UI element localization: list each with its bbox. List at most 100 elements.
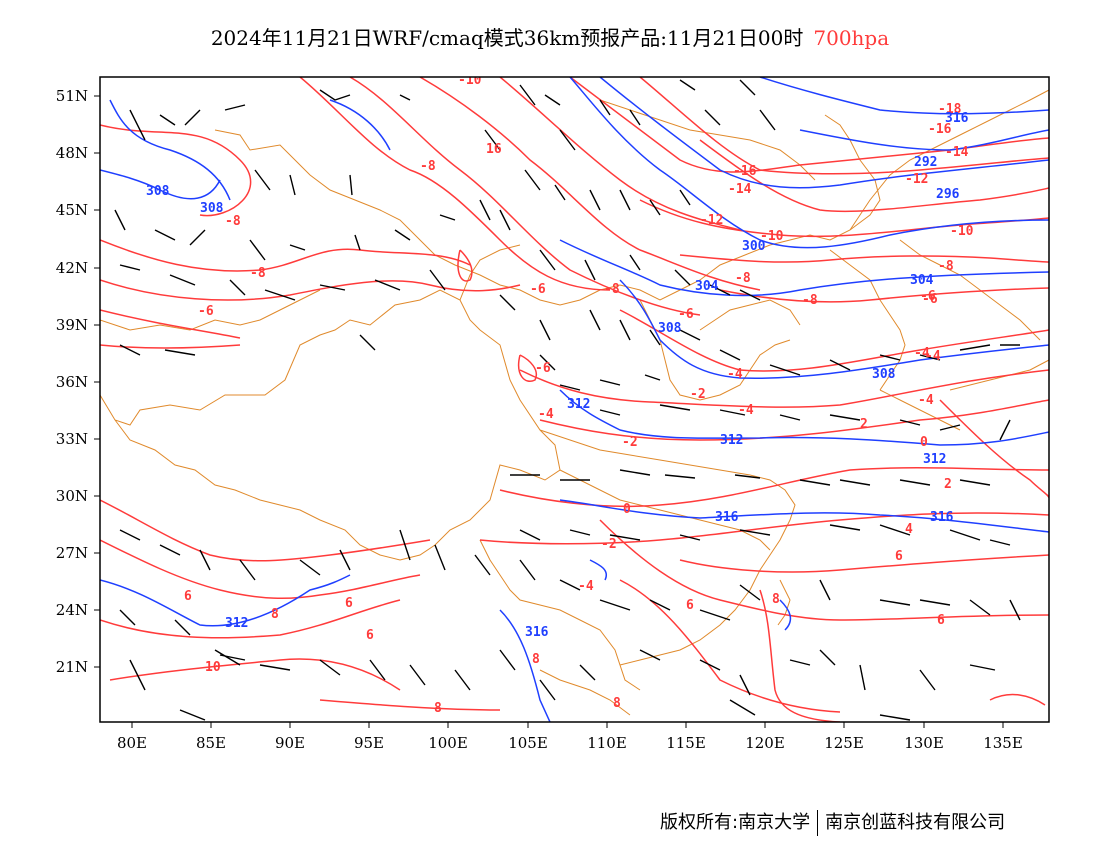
lat-label: 51N: [56, 87, 88, 105]
country-borders: [100, 89, 1049, 716]
lon-label: 85E: [196, 734, 226, 752]
lat-label: 21N: [56, 658, 88, 676]
temp-label: -8: [938, 259, 954, 274]
plot-frame: [99, 76, 1050, 723]
temp-label: 0: [623, 502, 631, 517]
temp-label: -8: [250, 266, 266, 281]
lon-label: 125E: [824, 734, 864, 752]
temp-label: -4: [925, 349, 941, 364]
geo-label: 316: [715, 510, 739, 525]
geo-label: 312: [225, 616, 248, 631]
geopotential-labels: 308 308 300 304 308 312 312 316 316 312 …: [146, 111, 969, 640]
temp-label: 8: [772, 592, 780, 607]
temp-label: 6: [686, 598, 694, 613]
geo-label: 292: [914, 155, 937, 170]
temp-label: -8: [735, 271, 751, 286]
temp-label: -16: [928, 122, 952, 137]
geo-label: 312: [720, 433, 743, 448]
lon-label: 110E: [587, 734, 627, 752]
lon-label: 80E: [117, 734, 147, 752]
temp-label: 2: [860, 417, 868, 432]
temp-label: -4: [578, 579, 594, 594]
temperature-labels: -10 -8 -8 -8 -6 -6 -8 -6 -6 -4 -4 -2 0 2…: [184, 73, 974, 716]
temp-label: 6: [366, 628, 374, 643]
temp-label: 0: [920, 435, 928, 450]
geo-label: 308: [146, 184, 170, 199]
geo-label: 316: [525, 625, 549, 640]
temp-label: -4: [727, 367, 743, 382]
temp-label: -2: [601, 537, 617, 552]
temp-label: -10: [950, 224, 974, 239]
temp-label: -6: [678, 307, 694, 322]
geo-label: 312: [567, 397, 590, 412]
temp-label: 2: [944, 477, 952, 492]
lat-label: 45N: [56, 201, 88, 219]
temp-label: 6: [184, 589, 192, 604]
temp-label: -10: [760, 229, 784, 244]
lat-label: 36N: [56, 373, 88, 391]
temp-label: -10: [458, 73, 482, 88]
temp-label: 8: [532, 652, 540, 667]
temp-label: -4: [538, 407, 554, 422]
copyright-footer: 版权所有:南京大学 南京创蓝科技有限公司: [660, 808, 1005, 836]
temp-label: -6: [922, 292, 938, 307]
geo-label: 304: [695, 279, 719, 294]
temp-label: 8: [434, 701, 442, 716]
geo-label: 308: [872, 367, 896, 382]
lat-label: 30N: [56, 487, 88, 505]
lon-label: 115E: [666, 734, 706, 752]
temp-label: 16: [486, 142, 502, 157]
temp-label: 8: [271, 607, 279, 622]
lat-label: 39N: [56, 316, 88, 334]
lat-label: 27N: [56, 544, 88, 562]
temp-label: -12: [700, 213, 723, 228]
temp-label: -4: [918, 393, 934, 408]
lon-labels: 80E 85E 90E 95E 100E 105E 110E 115E 120E…: [117, 734, 1023, 752]
temp-label: -18: [938, 102, 962, 117]
temp-label: -8: [604, 282, 620, 297]
geo-label: 300: [742, 239, 766, 254]
lon-label: 120E: [745, 734, 785, 752]
geopotential-contours: [100, 77, 1049, 722]
temp-label: 6: [937, 613, 945, 628]
temp-label: -16: [733, 164, 757, 179]
lon-label: 135E: [983, 734, 1023, 752]
temp-label: -8: [225, 214, 241, 229]
temp-label: -4: [738, 403, 754, 418]
lat-label: 48N: [56, 144, 88, 162]
temp-label: -12: [905, 172, 928, 187]
temp-label: 6: [895, 549, 903, 564]
lon-label: 105E: [508, 734, 548, 752]
temp-label: -6: [535, 361, 551, 376]
temp-label: 10: [205, 660, 221, 675]
geo-label: 296: [936, 187, 960, 202]
lon-label: 130E: [904, 734, 944, 752]
wind-barbs: [114, 79, 1021, 721]
geo-label: 316: [930, 510, 954, 525]
lon-ticks: [131, 722, 1004, 728]
temp-label: -2: [622, 435, 638, 450]
geo-label: 308: [658, 321, 682, 336]
lat-label: 42N: [56, 259, 88, 277]
temp-label: -6: [198, 304, 214, 319]
temp-label: 4: [905, 522, 913, 537]
company-text: 南京创蓝科技有限公司: [825, 812, 1006, 833]
copyright-text: 版权所有:南京大学: [660, 812, 811, 833]
lat-labels: 51N 48N 45N 42N 39N 36N 33N 30N 27N 24N …: [56, 87, 88, 676]
temp-label: -6: [530, 282, 546, 297]
lat-label: 24N: [56, 601, 88, 619]
temp-label: -2: [690, 387, 706, 402]
temp-label: -14: [945, 145, 969, 160]
temp-label: -4: [914, 346, 930, 361]
pressure-level-label: 700hpa: [813, 26, 890, 50]
temp-label: -8: [802, 293, 818, 308]
lon-label: 100E: [428, 734, 468, 752]
geo-label: 308: [200, 201, 224, 216]
temperature-contours: [100, 77, 1049, 722]
lat-label: 33N: [56, 430, 88, 448]
lon-label: 95E: [354, 734, 384, 752]
lat-ticks: [94, 95, 100, 668]
temp-label: -8: [420, 159, 436, 174]
geo-label: 316: [945, 111, 969, 126]
